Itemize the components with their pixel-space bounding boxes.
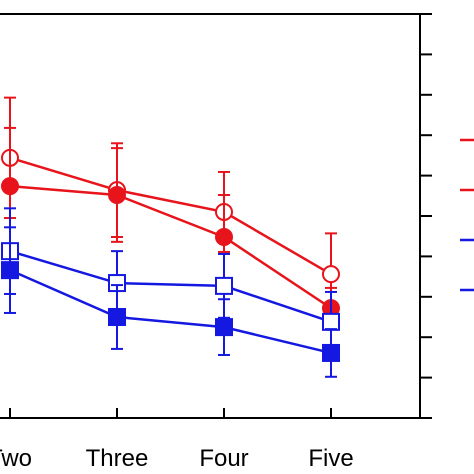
series-line (9, 249, 332, 324)
x-tick-label: Two (0, 445, 32, 472)
series-line (9, 184, 332, 310)
marker (108, 308, 126, 326)
marker (108, 185, 126, 204)
marker (1, 177, 19, 196)
x-tick-label: Four (199, 445, 248, 472)
marker (1, 261, 19, 280)
series-line (9, 268, 332, 355)
marker (215, 228, 233, 247)
marker (322, 312, 340, 331)
marker (322, 265, 340, 284)
marker (215, 318, 233, 337)
series-line (9, 156, 332, 276)
marker (322, 343, 340, 362)
x-tick-label: Five (308, 445, 353, 472)
marker (215, 276, 233, 295)
plot-frame (0, 13, 421, 419)
x-tick-label: Three (86, 445, 149, 472)
